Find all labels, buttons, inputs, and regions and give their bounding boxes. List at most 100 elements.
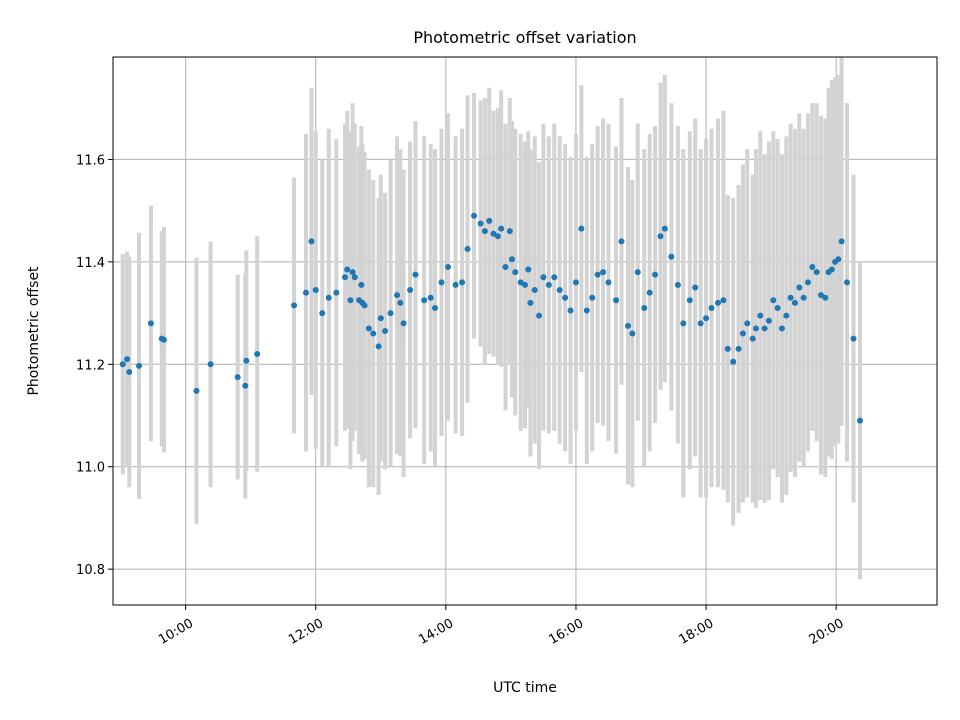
data-point [464, 246, 471, 253]
data-point [657, 233, 664, 240]
x-axis-label: UTC time [493, 680, 557, 696]
data-point [697, 320, 704, 327]
data-point [674, 281, 681, 288]
data-point [589, 294, 596, 301]
data-point [594, 271, 601, 278]
data-point [525, 266, 532, 273]
data-point [556, 287, 563, 294]
data-point [394, 292, 401, 299]
data-point [634, 269, 641, 276]
data-point [477, 220, 484, 227]
data-point [421, 297, 428, 304]
data-point [319, 310, 326, 317]
y-tick-label: 10.8 [76, 563, 105, 578]
data-point [720, 297, 727, 304]
data-point [692, 284, 699, 291]
data-point [838, 238, 845, 245]
data-point [291, 302, 298, 309]
data-point [136, 362, 143, 369]
data-point [765, 317, 772, 324]
y-tick-label: 11.0 [76, 461, 105, 476]
chart-title: Photometric offset variation [413, 28, 636, 47]
data-point [506, 228, 513, 235]
data-point [809, 263, 816, 270]
data-point [787, 294, 794, 301]
data-point [358, 281, 365, 288]
data-point [508, 256, 515, 263]
data-point [361, 302, 368, 309]
data-point [661, 225, 668, 232]
data-point [646, 289, 653, 296]
data-point [234, 374, 241, 381]
data-point [605, 279, 612, 286]
data-point [817, 292, 824, 299]
data-point [724, 345, 731, 352]
data-point [739, 330, 746, 337]
data-point [160, 336, 167, 343]
data-point [522, 281, 528, 288]
data-point [377, 315, 384, 322]
data-point [365, 325, 372, 332]
data-point [783, 312, 790, 319]
data-point [412, 271, 419, 278]
data-point [243, 357, 250, 364]
data-point [583, 307, 590, 314]
data-point [400, 320, 407, 327]
data-point [744, 320, 751, 327]
data-point [804, 279, 811, 286]
data-point [735, 345, 742, 352]
data-point [835, 256, 842, 263]
data-point [844, 279, 851, 286]
data-point [498, 225, 505, 232]
y-tick-label: 11.2 [76, 358, 105, 373]
data-point [407, 287, 414, 294]
data-point [618, 238, 625, 245]
data-point [517, 279, 524, 286]
data-point [857, 417, 864, 424]
data-point [333, 289, 340, 296]
data-point [629, 330, 636, 337]
data-point [828, 266, 835, 273]
data-point [471, 212, 478, 219]
data-point [486, 217, 493, 224]
y-axis-label: Photometric offset [26, 266, 42, 396]
data-point [796, 284, 803, 291]
data-point [351, 274, 358, 281]
data-point [312, 287, 319, 294]
data-point [686, 297, 693, 304]
data-point [387, 310, 394, 317]
data-point [124, 356, 131, 363]
data-point [562, 294, 569, 301]
data-point [600, 269, 607, 276]
data-point [438, 279, 445, 286]
data-point [397, 299, 404, 306]
data-point [551, 274, 558, 281]
data-point [613, 297, 620, 304]
data-point [302, 289, 309, 296]
data-point [512, 269, 519, 276]
data-point [680, 320, 687, 327]
data-point [540, 274, 547, 281]
data-point [242, 382, 249, 389]
data-point [536, 312, 543, 319]
data-point [761, 325, 768, 332]
data-point [703, 315, 710, 322]
data-point [527, 299, 534, 306]
data-point [325, 294, 332, 301]
data-point [445, 263, 452, 270]
data-point [147, 320, 154, 327]
data-point [778, 325, 785, 332]
data-point [382, 328, 389, 334]
data-point [572, 279, 579, 286]
data-point [347, 297, 354, 304]
data-point [850, 335, 857, 342]
data-point [800, 294, 807, 301]
data-point [714, 299, 721, 306]
data-point [342, 274, 349, 281]
data-point [308, 238, 315, 245]
data-point [126, 368, 133, 375]
data-point [752, 325, 759, 332]
data-point [791, 299, 798, 306]
data-point [567, 307, 574, 314]
